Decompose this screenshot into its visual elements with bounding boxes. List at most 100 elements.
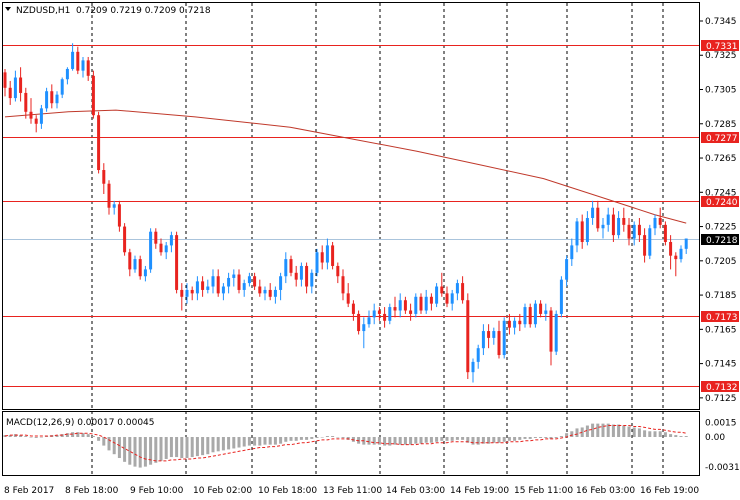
candle-body [627,224,631,239]
candle-body [388,307,392,321]
candle-body [19,77,23,93]
macd-bar [284,437,288,442]
macd-bar [674,435,678,437]
price-tick-label: 0.7245 [705,188,737,198]
price-tick-label: 0.7125 [705,394,737,404]
candle-body [419,296,423,311]
macd-bar [138,437,142,468]
macd-bar [570,431,574,437]
symbol-label: NZDUSD,H1 [16,6,70,16]
dropdown-arrow-icon[interactable] [5,7,11,11]
macd-bar [206,437,210,455]
macd-bar [414,437,418,444]
moving-average-line [4,109,687,224]
macd-bar [487,437,491,444]
macd-bar [216,437,220,452]
current-price-text: 0.7218 [706,236,738,246]
macd-bar [559,436,563,437]
time-tick-label: 16 Feb 03:00 [576,486,635,496]
macd-bar [383,437,387,446]
macd-bar [497,437,501,443]
candle-body [65,68,69,80]
macd-bar [601,423,605,437]
macd-label: MACD(12,26,9) 0.00017 0.00045 [6,418,155,428]
candle-body [97,115,101,171]
macd-bar [154,437,158,463]
macd-bar [544,437,548,438]
candle-body [159,243,163,253]
candle-body [403,300,407,311]
price-tick-label: 0.7265 [705,154,737,164]
candle-body [523,307,527,325]
level-badge [701,311,739,322]
candle-body [227,277,231,287]
macd-bar [471,437,475,445]
candle-body [24,92,28,112]
macd-bar [377,437,381,445]
candle-body [669,241,673,256]
candle-body [492,331,496,338]
macd-bar [388,437,392,446]
candle-body [346,293,350,304]
candle-body [674,255,678,260]
time-tick-label: 8 Feb 2017 [4,486,54,496]
candle-body [398,300,402,311]
candle-body [549,310,553,352]
candle-body [622,217,626,225]
macd-bar [237,437,241,448]
candle-body [502,320,506,356]
macd-bar [450,437,454,441]
macd-bar [97,437,101,441]
candle-body [128,252,132,270]
candle-body [570,245,574,260]
price-axis: 0.73450.73250.73050.72850.72650.72450.72… [699,17,737,404]
candle-body [637,224,641,236]
candle-body [617,217,621,236]
macd-bar [341,437,345,438]
candle-body [429,296,433,304]
candle-body [221,286,225,294]
macd-bar [653,431,657,437]
macd-bar [232,437,236,449]
macd-bar [253,437,257,446]
level-badge [701,381,739,392]
candle-body [315,252,319,273]
macd-bar [143,437,147,467]
level-label: 0.7132 [706,383,738,393]
candle-body [513,320,517,328]
macd-bar [554,437,558,438]
candle-body [195,281,199,294]
macd-bar [637,428,641,437]
candle-body [60,79,64,95]
candle-body [273,289,277,297]
time-tick-label: 9 Feb 10:00 [130,486,184,496]
macd-axis: 0.0015 0.00 -0.00314 [705,419,740,473]
macd-bar [507,437,511,441]
macd-bar [55,435,59,437]
macd-bar [528,437,532,439]
macd-bar [658,431,662,437]
macd-bar [393,437,397,445]
time-tick-label: 13 Feb 11:00 [323,486,382,496]
time-tick-label: 14 Feb 19:00 [450,486,509,496]
candle-body [461,283,465,301]
macd-bar [455,437,459,440]
macd-bar [201,437,205,456]
candle-body [258,286,262,294]
time-axis: 8 Feb 2017 8 Feb 18:00 9 Feb 10:00 10 Feb 0… [4,486,699,496]
macd-bar [310,437,314,439]
macd-bar [65,433,69,437]
candle-body [268,289,272,297]
candle-body [102,170,106,184]
macd-bar [123,437,127,462]
candle-body [237,274,241,290]
macd-bar [180,437,184,459]
candle-body [294,272,298,280]
candle-body [487,331,491,338]
macd-bar [351,437,355,442]
macd-bar [565,433,569,437]
level-label: 0.7277 [706,134,738,144]
macd-signal-line [4,425,687,462]
macd-bar [294,437,298,441]
